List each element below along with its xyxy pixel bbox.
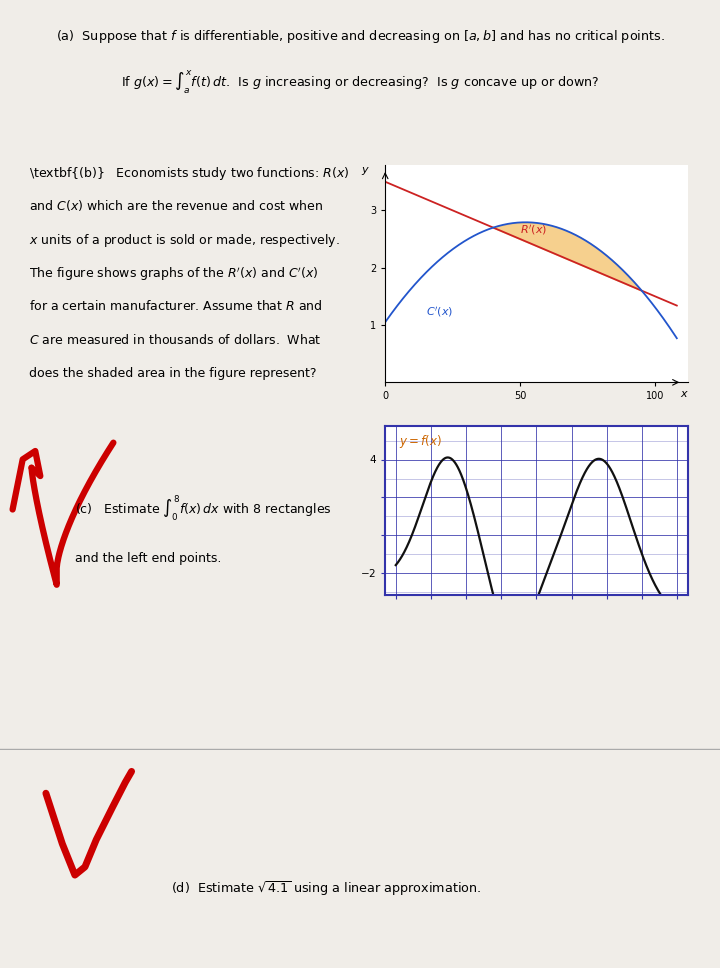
Text: $-2$: $-2$ [360, 566, 377, 579]
Text: for a certain manufacturer. Assume that $R$ and: for a certain manufacturer. Assume that … [29, 299, 323, 314]
Text: $R'(x)$: $R'(x)$ [521, 224, 547, 237]
Text: and $C(x)$ which are the revenue and cost when: and $C(x)$ which are the revenue and cos… [29, 198, 323, 213]
Text: 4: 4 [370, 455, 377, 465]
Text: $y$: $y$ [361, 166, 370, 177]
Text: does the shaded area in the figure represent?: does the shaded area in the figure repre… [29, 367, 316, 379]
Text: \textbf{(b)}   Economists study two functions: $R(x)$: \textbf{(b)} Economists study two functi… [29, 165, 349, 182]
Text: $y = f(x)$: $y = f(x)$ [399, 433, 441, 450]
Text: $x$: $x$ [680, 389, 688, 399]
Text: $C'(x)$: $C'(x)$ [426, 305, 453, 318]
Text: $x$ units of a product is sold or made, respectively.: $x$ units of a product is sold or made, … [29, 232, 340, 249]
Text: and the left end points.: and the left end points. [75, 552, 222, 564]
Text: (d)  Estimate $\sqrt{4.1}$ using a linear approximation.: (d) Estimate $\sqrt{4.1}$ using a linear… [171, 879, 481, 898]
Text: (c)   Estimate $\int_0^8 f(x)\,dx$ with 8 rectangles: (c) Estimate $\int_0^8 f(x)\,dx$ with 8 … [75, 494, 332, 524]
Text: $C$ are measured in thousands of dollars.  What: $C$ are measured in thousands of dollars… [29, 333, 321, 347]
Text: If $g(x) = \int_a^x f(t)\,dt$.  Is $g$ increasing or decreasing?  Is $g$ concave: If $g(x) = \int_a^x f(t)\,dt$. Is $g$ in… [121, 69, 599, 96]
Text: (a)  Suppose that $f$ is differentiable, positive and decreasing on $[a, b]$ and: (a) Suppose that $f$ is differentiable, … [55, 27, 665, 45]
Text: The figure shows graphs of the $R'(x)$ and $C'(x)$: The figure shows graphs of the $R'(x)$ a… [29, 265, 318, 283]
